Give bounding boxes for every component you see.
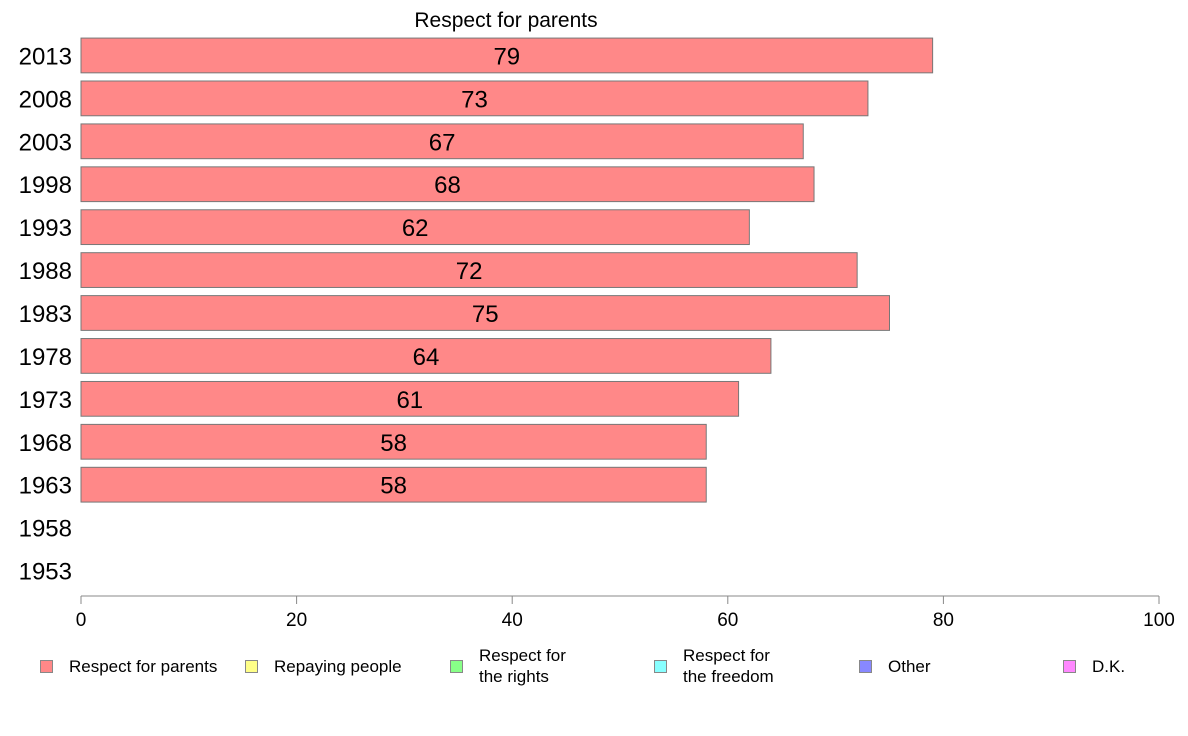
bar-value-label: 64 [413, 344, 440, 371]
legend-swatch [859, 659, 872, 673]
bar-value-label: 58 [380, 430, 407, 457]
category-label: 1963 [19, 473, 72, 500]
bar-value-label: 79 [493, 43, 520, 70]
category-label: 1978 [19, 344, 72, 371]
legend-item-dk: D.K. [1063, 644, 1125, 688]
legend-swatch [1063, 659, 1076, 673]
category-label: 1983 [19, 301, 72, 328]
bar [80, 380, 740, 417]
category-label: 2013 [19, 43, 72, 70]
legend-label: Other [888, 656, 931, 676]
bar-value-label: 75 [472, 301, 499, 328]
bar-value-label: 67 [429, 129, 456, 156]
legend-label: Respect for the freedom [683, 646, 774, 686]
legend-label: D.K. [1092, 656, 1126, 676]
category-label: 1998 [19, 172, 72, 199]
legend-item-respect-for-the-freedom: Respect for the freedom [654, 644, 793, 688]
legend-item-respect-for-parents: Respect for parents [40, 644, 217, 688]
legend-item-respect-for-the-rights: Respect for the rights [450, 644, 589, 688]
bar-value-label: 61 [396, 387, 423, 414]
x-tick-label: 40 [502, 610, 523, 631]
bar [80, 123, 804, 160]
category-label: 2003 [19, 129, 72, 156]
bar [80, 423, 707, 460]
category-label: 2008 [19, 86, 72, 113]
bar [80, 252, 858, 288]
bar-value-label: 68 [434, 172, 461, 199]
bar-value-label: 72 [456, 258, 483, 285]
legend-item-other: Other [859, 644, 931, 688]
category-label: 1958 [19, 516, 72, 543]
x-tick-label: 20 [286, 610, 307, 631]
bar-value-label: 58 [380, 473, 407, 500]
bar-chart: Respect for parents 2013 79 2008 73 2003 67 19… [19, 9, 1175, 631]
legend-label: Respect for the rights [479, 646, 566, 686]
bar [80, 209, 750, 246]
category-label: 1968 [19, 430, 72, 457]
legend: Respect for parents Repaying people Resp… [0, 644, 1188, 694]
legend-swatch [40, 659, 53, 673]
bars: 2013 79 2008 73 2003 67 1998 68 1993 62 1988 72 1983… [19, 37, 934, 586]
x-tick-label: 60 [717, 610, 738, 631]
legend-label: Respect for parents [69, 656, 218, 676]
bar [80, 37, 934, 74]
bar [80, 295, 890, 331]
legend-swatch [245, 659, 258, 673]
x-tick-label: 0 [76, 610, 87, 631]
legend-swatch [654, 659, 667, 673]
x-tick-label: 100 [1143, 610, 1175, 631]
legend-label: Repaying people [274, 656, 402, 676]
category-label: 1988 [19, 258, 72, 285]
category-label: 1993 [19, 215, 72, 242]
bar [80, 466, 707, 503]
bar-value-label: 62 [402, 215, 429, 242]
bar [80, 80, 869, 117]
chart-title: Respect for parents [414, 9, 597, 32]
bar [80, 166, 815, 203]
category-label: 1953 [19, 559, 72, 586]
bar-value-label: 73 [461, 86, 488, 113]
legend-item-repaying-people: Repaying people [245, 644, 402, 688]
x-axis: 0 20 40 60 80 100 [76, 595, 1175, 631]
legend-swatch [450, 659, 463, 673]
category-label: 1973 [19, 387, 72, 414]
bar [80, 338, 772, 374]
x-tick-label: 80 [933, 610, 954, 631]
